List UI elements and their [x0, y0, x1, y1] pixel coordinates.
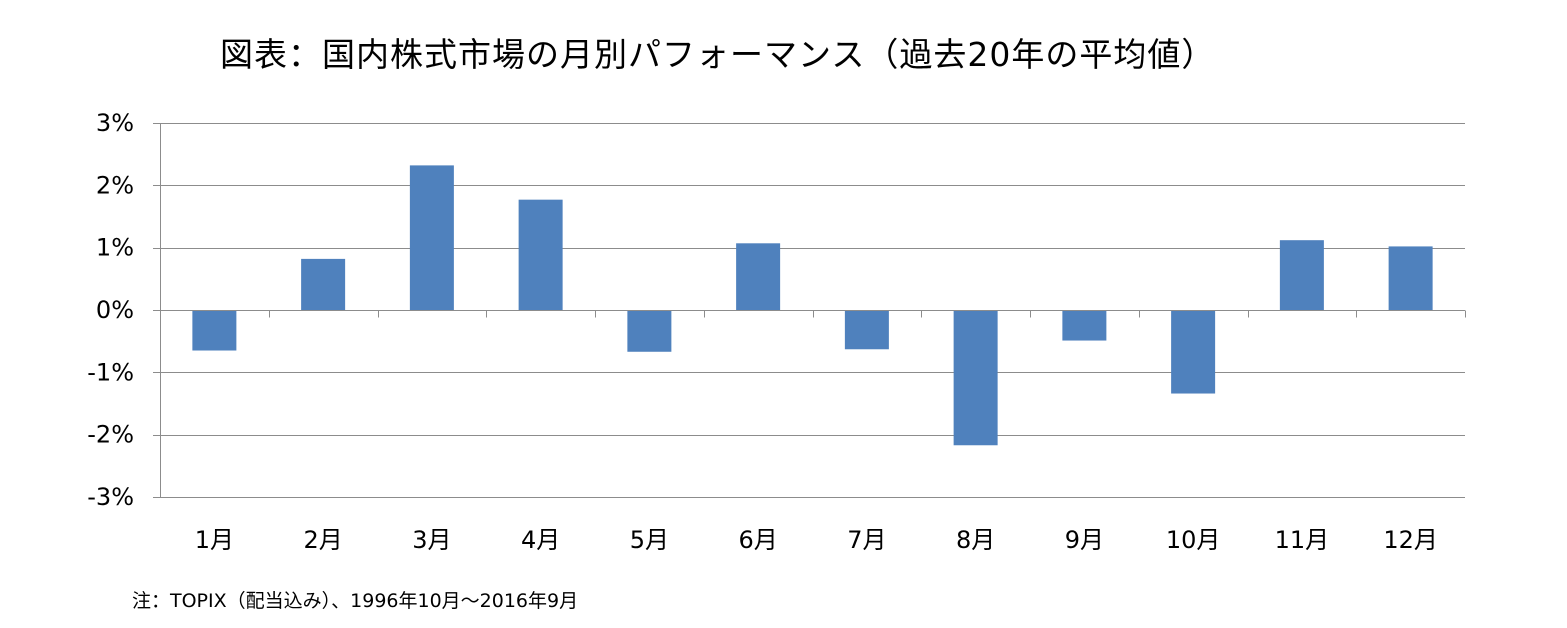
bar-9 [1062, 310, 1107, 341]
y-tick-label: -3% [87, 483, 134, 511]
bar-1 [192, 310, 237, 351]
x-tick-label: 5月 [630, 526, 669, 554]
y-tick-label: 2% [96, 171, 134, 199]
bar-8 [953, 310, 998, 446]
y-tick-labels: 3% 2% 1% 0% -1% -2% -3% [87, 109, 134, 511]
x-tick-label: 6月 [738, 526, 777, 554]
bar-6 [736, 243, 781, 310]
bar-2 [301, 258, 346, 310]
bar-12 [1388, 246, 1433, 310]
axes [153, 123, 1466, 498]
bars [192, 165, 1433, 446]
gridlines [160, 123, 1465, 498]
x-tick-label: 12月 [1383, 526, 1438, 554]
bar-11 [1279, 240, 1324, 310]
bar-chart: 3%2%1%0%-1%-2%-3% 1月 2月 3月 4月 5月 6月 7月 8月 9月 10月 1… [87, 109, 1466, 554]
bar-4 [518, 199, 563, 310]
y-tick-label: -2% [87, 421, 134, 449]
bar-5 [627, 310, 672, 352]
x-tick-labels: 1月 2月 3月 4月 5月 6月 7月 8月 9月 10月 11月 12月 [195, 526, 1438, 554]
x-tick-label: 11月 [1275, 526, 1330, 554]
x-tick-label: 2月 [303, 526, 342, 554]
y-tick-label: -1% [87, 358, 134, 386]
x-tick-label: 4月 [521, 526, 560, 554]
bar-10 [1171, 310, 1216, 394]
x-tick-label: 3月 [412, 526, 451, 554]
y-tick-label: 3% [96, 109, 134, 137]
bar-7 [844, 310, 889, 350]
y-tick-label: 0% [96, 296, 134, 324]
x-tick-label: 7月 [847, 526, 886, 554]
x-tick-label: 8月 [956, 526, 995, 554]
x-tick-label: 10月 [1166, 526, 1221, 554]
chart-title: 図表：国内株式市場の月別パフォーマンス（過去20年の平均値） [220, 35, 1216, 74]
y-tick-label: 1% [96, 234, 134, 262]
x-tick-label: 1月 [195, 526, 234, 554]
x-tick-label: 9月 [1065, 526, 1104, 554]
chart-footnote: 注：TOPIX（配当込み）、1996年10月～2016年9月 [132, 590, 579, 612]
bar-3 [409, 165, 454, 310]
